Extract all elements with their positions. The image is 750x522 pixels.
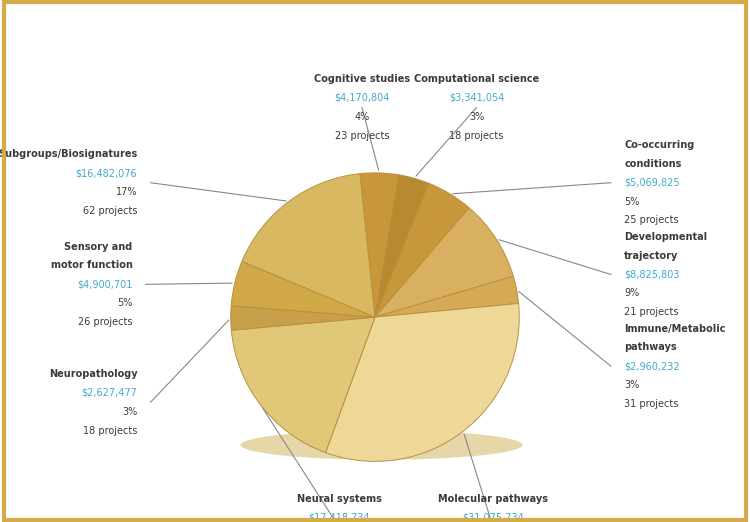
Text: $16,482,076: $16,482,076 xyxy=(76,168,137,179)
Text: QUESTION 2:  BIOLOGY: QUESTION 2: BIOLOGY xyxy=(290,62,460,75)
Text: Funding by Subcategory: Funding by Subcategory xyxy=(299,93,451,106)
Text: 31 projects: 31 projects xyxy=(624,399,679,409)
Text: $3,341,054: $3,341,054 xyxy=(449,93,504,103)
Text: 3%: 3% xyxy=(624,380,640,390)
Wedge shape xyxy=(375,276,518,317)
Text: Molecular pathways: Molecular pathways xyxy=(438,494,548,504)
Text: $8,825,803: $8,825,803 xyxy=(624,269,680,279)
Wedge shape xyxy=(326,303,519,461)
Text: Subgroups/Biosignatures: Subgroups/Biosignatures xyxy=(0,149,137,159)
Text: motor function: motor function xyxy=(50,260,133,270)
Text: $31,075,734: $31,075,734 xyxy=(462,513,524,522)
Text: 5%: 5% xyxy=(117,298,133,308)
Text: Immune/Metabolic: Immune/Metabolic xyxy=(624,324,726,334)
Text: 5%: 5% xyxy=(624,197,640,207)
Text: pathways: pathways xyxy=(624,342,676,352)
Wedge shape xyxy=(375,175,429,317)
Text: 62 projects: 62 projects xyxy=(82,206,137,216)
Text: Co-occurring: Co-occurring xyxy=(624,140,694,150)
Text: $17,418,734: $17,418,734 xyxy=(308,513,370,522)
Text: $2,627,477: $2,627,477 xyxy=(82,388,137,398)
Text: Neuropathology: Neuropathology xyxy=(49,369,137,379)
Text: 25 projects: 25 projects xyxy=(624,216,679,226)
Text: $5,069,825: $5,069,825 xyxy=(624,177,680,188)
Text: trajectory: trajectory xyxy=(624,251,679,260)
Text: Developmental: Developmental xyxy=(624,232,707,242)
Text: $2,960,232: $2,960,232 xyxy=(624,361,680,371)
Text: 3%: 3% xyxy=(122,407,137,417)
Text: 21 projects: 21 projects xyxy=(624,307,679,317)
Wedge shape xyxy=(242,174,375,317)
Ellipse shape xyxy=(241,430,523,460)
Text: Sensory and: Sensory and xyxy=(64,242,133,252)
Text: Neural systems: Neural systems xyxy=(296,494,382,504)
Text: 3%: 3% xyxy=(469,112,484,122)
Text: 9%: 9% xyxy=(624,288,640,299)
Wedge shape xyxy=(375,183,470,317)
Text: 2013: 2013 xyxy=(342,26,408,50)
Text: 23 projects: 23 projects xyxy=(334,130,389,140)
Wedge shape xyxy=(231,262,375,317)
Text: conditions: conditions xyxy=(624,159,682,169)
Wedge shape xyxy=(375,208,513,317)
Wedge shape xyxy=(360,173,399,317)
Text: $4,900,701: $4,900,701 xyxy=(77,279,133,289)
Wedge shape xyxy=(231,317,375,453)
Text: 18 projects: 18 projects xyxy=(83,425,137,436)
Text: 17%: 17% xyxy=(116,187,137,197)
Text: 4%: 4% xyxy=(354,112,370,122)
Text: $4,170,804: $4,170,804 xyxy=(334,93,389,103)
Text: 18 projects: 18 projects xyxy=(449,130,504,140)
Text: Cognitive studies: Cognitive studies xyxy=(314,74,410,84)
Wedge shape xyxy=(231,306,375,330)
Text: 26 projects: 26 projects xyxy=(78,317,133,327)
Text: Computational science: Computational science xyxy=(414,74,539,84)
